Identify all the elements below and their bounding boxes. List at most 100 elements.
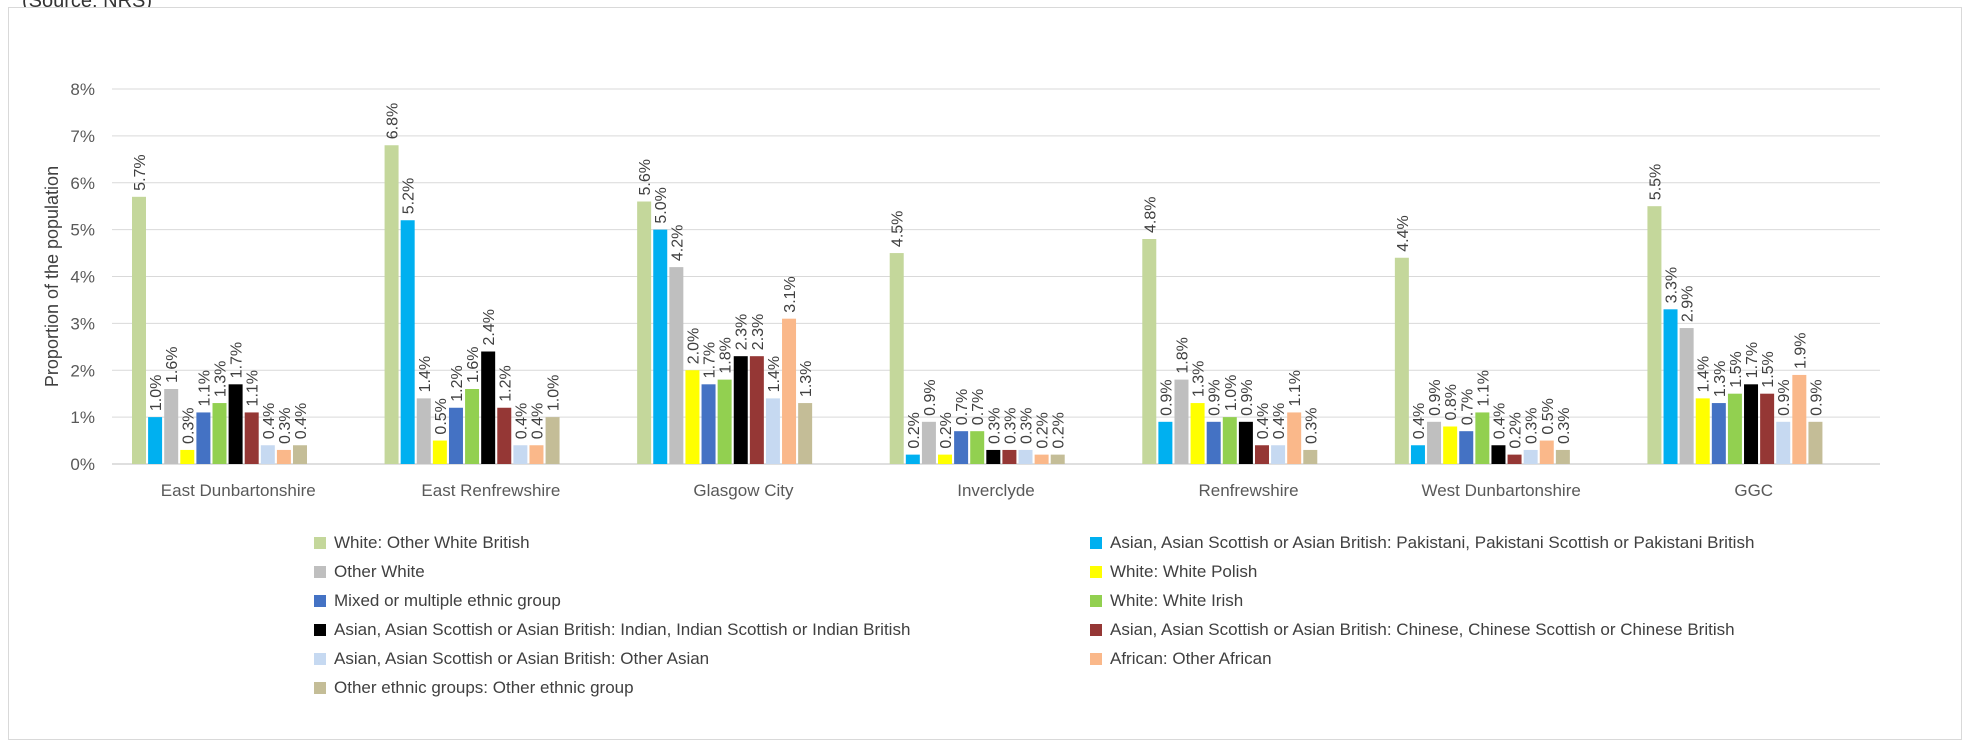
bar <box>1142 239 1157 464</box>
bar <box>260 445 275 464</box>
bar <box>481 351 496 464</box>
data-label: 1.4% <box>417 356 434 392</box>
bar <box>1523 449 1538 464</box>
data-label: 0.3% <box>1019 407 1036 443</box>
data-label: 4.2% <box>669 225 686 261</box>
y-tick-label: 8% <box>70 80 95 99</box>
bar <box>1410 445 1425 464</box>
bar <box>212 403 227 464</box>
bar <box>970 431 985 464</box>
bar <box>1711 403 1726 464</box>
data-label: 0.9% <box>922 379 939 415</box>
y-axis-ticks: 0% 1% 2% 3% 4% 5% 6% 7% 8% <box>70 80 95 474</box>
bar <box>1491 445 1506 464</box>
data-label: 0.2% <box>938 412 955 448</box>
bar <box>1679 328 1694 464</box>
bar <box>276 449 291 464</box>
bar <box>733 356 748 464</box>
bar <box>513 445 528 464</box>
data-label: 2.4% <box>481 309 498 345</box>
bar <box>954 431 969 464</box>
bar <box>717 379 732 464</box>
data-label: 1.8% <box>1174 337 1191 373</box>
bar <box>653 229 668 464</box>
data-label: 2.3% <box>750 314 767 350</box>
data-label: 2.0% <box>685 328 702 364</box>
data-label: 1.5% <box>1728 351 1745 387</box>
data-label: 1.7% <box>1744 342 1761 378</box>
data-label: 4.8% <box>1142 197 1159 233</box>
bar <box>545 417 560 464</box>
data-label: 0.5% <box>1540 398 1557 434</box>
bar <box>1002 449 1017 464</box>
bar <box>798 403 813 464</box>
data-label: 1.3% <box>1712 361 1729 397</box>
data-label: 0.2% <box>1508 412 1525 448</box>
data-label: 1.2% <box>497 365 514 401</box>
data-label: 0.3% <box>1524 407 1541 443</box>
bar <box>1018 449 1033 464</box>
bar <box>938 454 953 464</box>
bar <box>1776 421 1791 464</box>
bar <box>448 407 463 464</box>
data-label: 0.3% <box>277 407 294 443</box>
data-label: 1.3% <box>1191 361 1208 397</box>
data-label: 3.1% <box>782 276 799 312</box>
bar <box>1695 398 1710 464</box>
bar <box>148 417 163 464</box>
data-label: 0.2% <box>1051 412 1068 448</box>
data-label: 1.0% <box>148 375 165 411</box>
data-label: 0.4% <box>1255 403 1272 439</box>
bar <box>921 421 936 464</box>
data-label: 0.7% <box>1459 389 1476 425</box>
x-tick-label: Inverclyde <box>957 481 1034 500</box>
data-label: 1.2% <box>449 365 466 401</box>
data-label: 0.3% <box>1303 407 1320 443</box>
data-label: 0.9% <box>1239 379 1256 415</box>
y-tick-label: 1% <box>70 408 95 427</box>
bar <box>637 201 652 464</box>
data-label: 1.3% <box>798 361 815 397</box>
data-label: 5.2% <box>401 178 418 214</box>
data-label: 3.3% <box>1664 267 1681 303</box>
bar <box>196 412 211 464</box>
data-label: 0.9% <box>1776 379 1793 415</box>
x-tick-label: West Dunbartonshire <box>1421 481 1580 500</box>
data-label: 0.4% <box>513 403 530 439</box>
bars <box>132 145 1823 464</box>
data-label: 0.9% <box>1808 379 1825 415</box>
x-tick-label: East Dunbartonshire <box>161 481 316 500</box>
bar <box>1539 440 1554 464</box>
bar <box>1050 454 1065 464</box>
x-tick-label: GGC <box>1734 481 1773 500</box>
data-label: 0.4% <box>1491 403 1508 439</box>
bar <box>465 389 480 464</box>
data-label: 0.2% <box>1035 412 1052 448</box>
bar <box>1744 384 1759 464</box>
bar <box>1303 449 1318 464</box>
bar <box>293 445 307 464</box>
bar <box>889 253 904 464</box>
bar <box>497 407 512 464</box>
bar <box>1760 393 1775 464</box>
data-label: 0.4% <box>1411 403 1428 439</box>
bar <box>1507 454 1522 464</box>
bar <box>384 145 399 464</box>
bar <box>164 389 179 464</box>
y-tick-label: 3% <box>70 314 95 333</box>
bar <box>1727 393 1742 464</box>
bar <box>1190 403 1205 464</box>
bar <box>416 398 431 464</box>
bar <box>765 398 780 464</box>
data-label: 1.0% <box>1223 375 1240 411</box>
bar <box>685 370 700 464</box>
bar <box>905 454 920 464</box>
bar <box>1271 445 1286 464</box>
data-label: 1.1% <box>1475 370 1492 406</box>
data-label: 5.5% <box>1647 164 1664 200</box>
data-label: 6.8% <box>385 103 402 139</box>
bar <box>986 449 1001 464</box>
bar <box>529 445 544 464</box>
bar <box>1792 374 1807 464</box>
